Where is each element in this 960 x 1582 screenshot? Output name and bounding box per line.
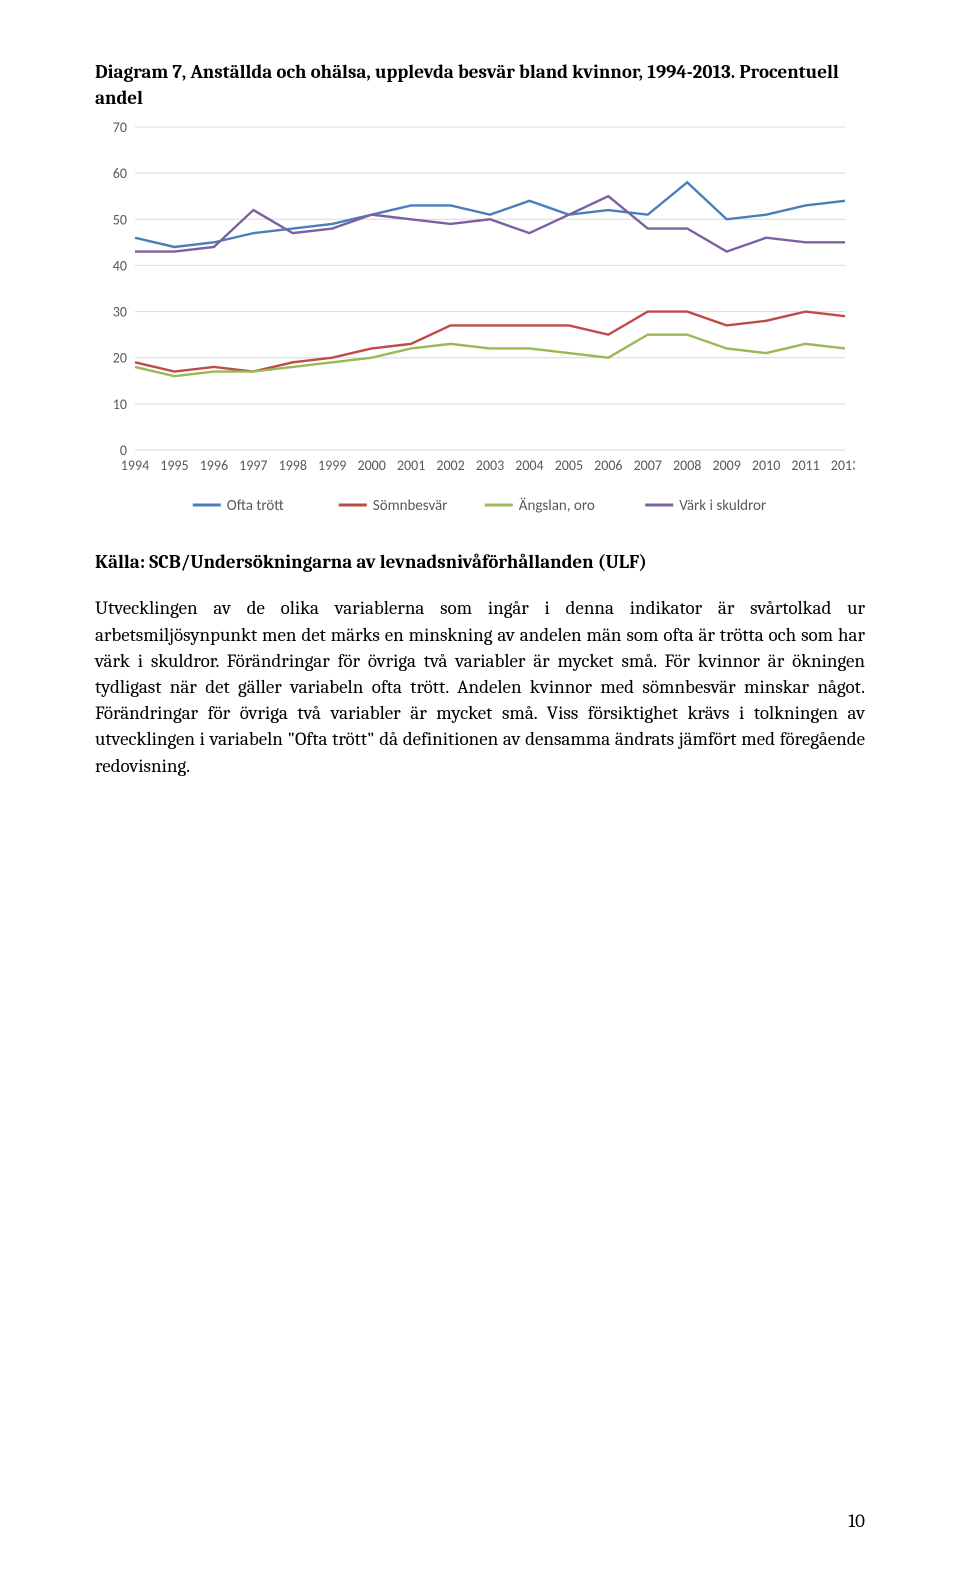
legend-label: Sömnbesvär bbox=[373, 497, 448, 515]
y-tick-label: 50 bbox=[113, 212, 127, 229]
x-tick-label: 2003 bbox=[476, 457, 504, 474]
y-tick-label: 10 bbox=[113, 396, 127, 413]
series-s-mnbesv-r bbox=[135, 312, 845, 372]
x-tick-label: 2001 bbox=[397, 457, 425, 474]
y-tick-label: 70 bbox=[113, 119, 127, 136]
body-paragraph: Utvecklingen av de olika variablerna som… bbox=[95, 595, 865, 779]
x-tick-label: 2008 bbox=[673, 457, 701, 474]
line-chart: 0102030405060701994199519961997199819992… bbox=[95, 117, 855, 537]
chart-container: 0102030405060701994199519961997199819992… bbox=[95, 117, 855, 537]
y-tick-label: 60 bbox=[113, 165, 127, 182]
x-tick-label: 2005 bbox=[555, 457, 583, 474]
x-tick-label: 2009 bbox=[712, 457, 740, 474]
y-tick-label: 20 bbox=[113, 350, 127, 367]
chart-source: Källa: SCB/Undersökningarna av levnadsni… bbox=[95, 551, 865, 573]
x-tick-label: 1998 bbox=[279, 457, 307, 474]
x-tick-label: 2013 bbox=[831, 457, 855, 474]
x-tick-label: 2006 bbox=[594, 457, 622, 474]
x-tick-label: 2007 bbox=[634, 457, 662, 474]
legend-label: Ofta trött bbox=[227, 497, 284, 515]
x-tick-label: 2004 bbox=[515, 457, 543, 474]
x-tick-label: 1997 bbox=[239, 457, 267, 474]
x-tick-label: 1996 bbox=[200, 457, 228, 474]
x-tick-label: 1994 bbox=[121, 457, 149, 474]
x-tick-label: 2002 bbox=[436, 457, 464, 474]
chart-title: Diagram 7, Anställda och ohälsa, upplevd… bbox=[95, 60, 865, 111]
legend-label: Värk i skuldror bbox=[679, 497, 766, 515]
x-tick-label: 2000 bbox=[357, 457, 385, 474]
y-tick-label: 30 bbox=[113, 304, 127, 321]
x-tick-label: 1995 bbox=[160, 457, 188, 474]
series-ofta-tr-tt bbox=[135, 183, 845, 248]
page-number: 10 bbox=[848, 1510, 865, 1532]
y-tick-label: 40 bbox=[113, 258, 127, 275]
legend-label: Ängslan, oro bbox=[519, 497, 595, 515]
series-v-rk-i-skuldror bbox=[135, 196, 845, 251]
x-tick-label: 1999 bbox=[318, 457, 346, 474]
x-tick-label: 2011 bbox=[791, 457, 819, 474]
x-tick-label: 2010 bbox=[752, 457, 780, 474]
